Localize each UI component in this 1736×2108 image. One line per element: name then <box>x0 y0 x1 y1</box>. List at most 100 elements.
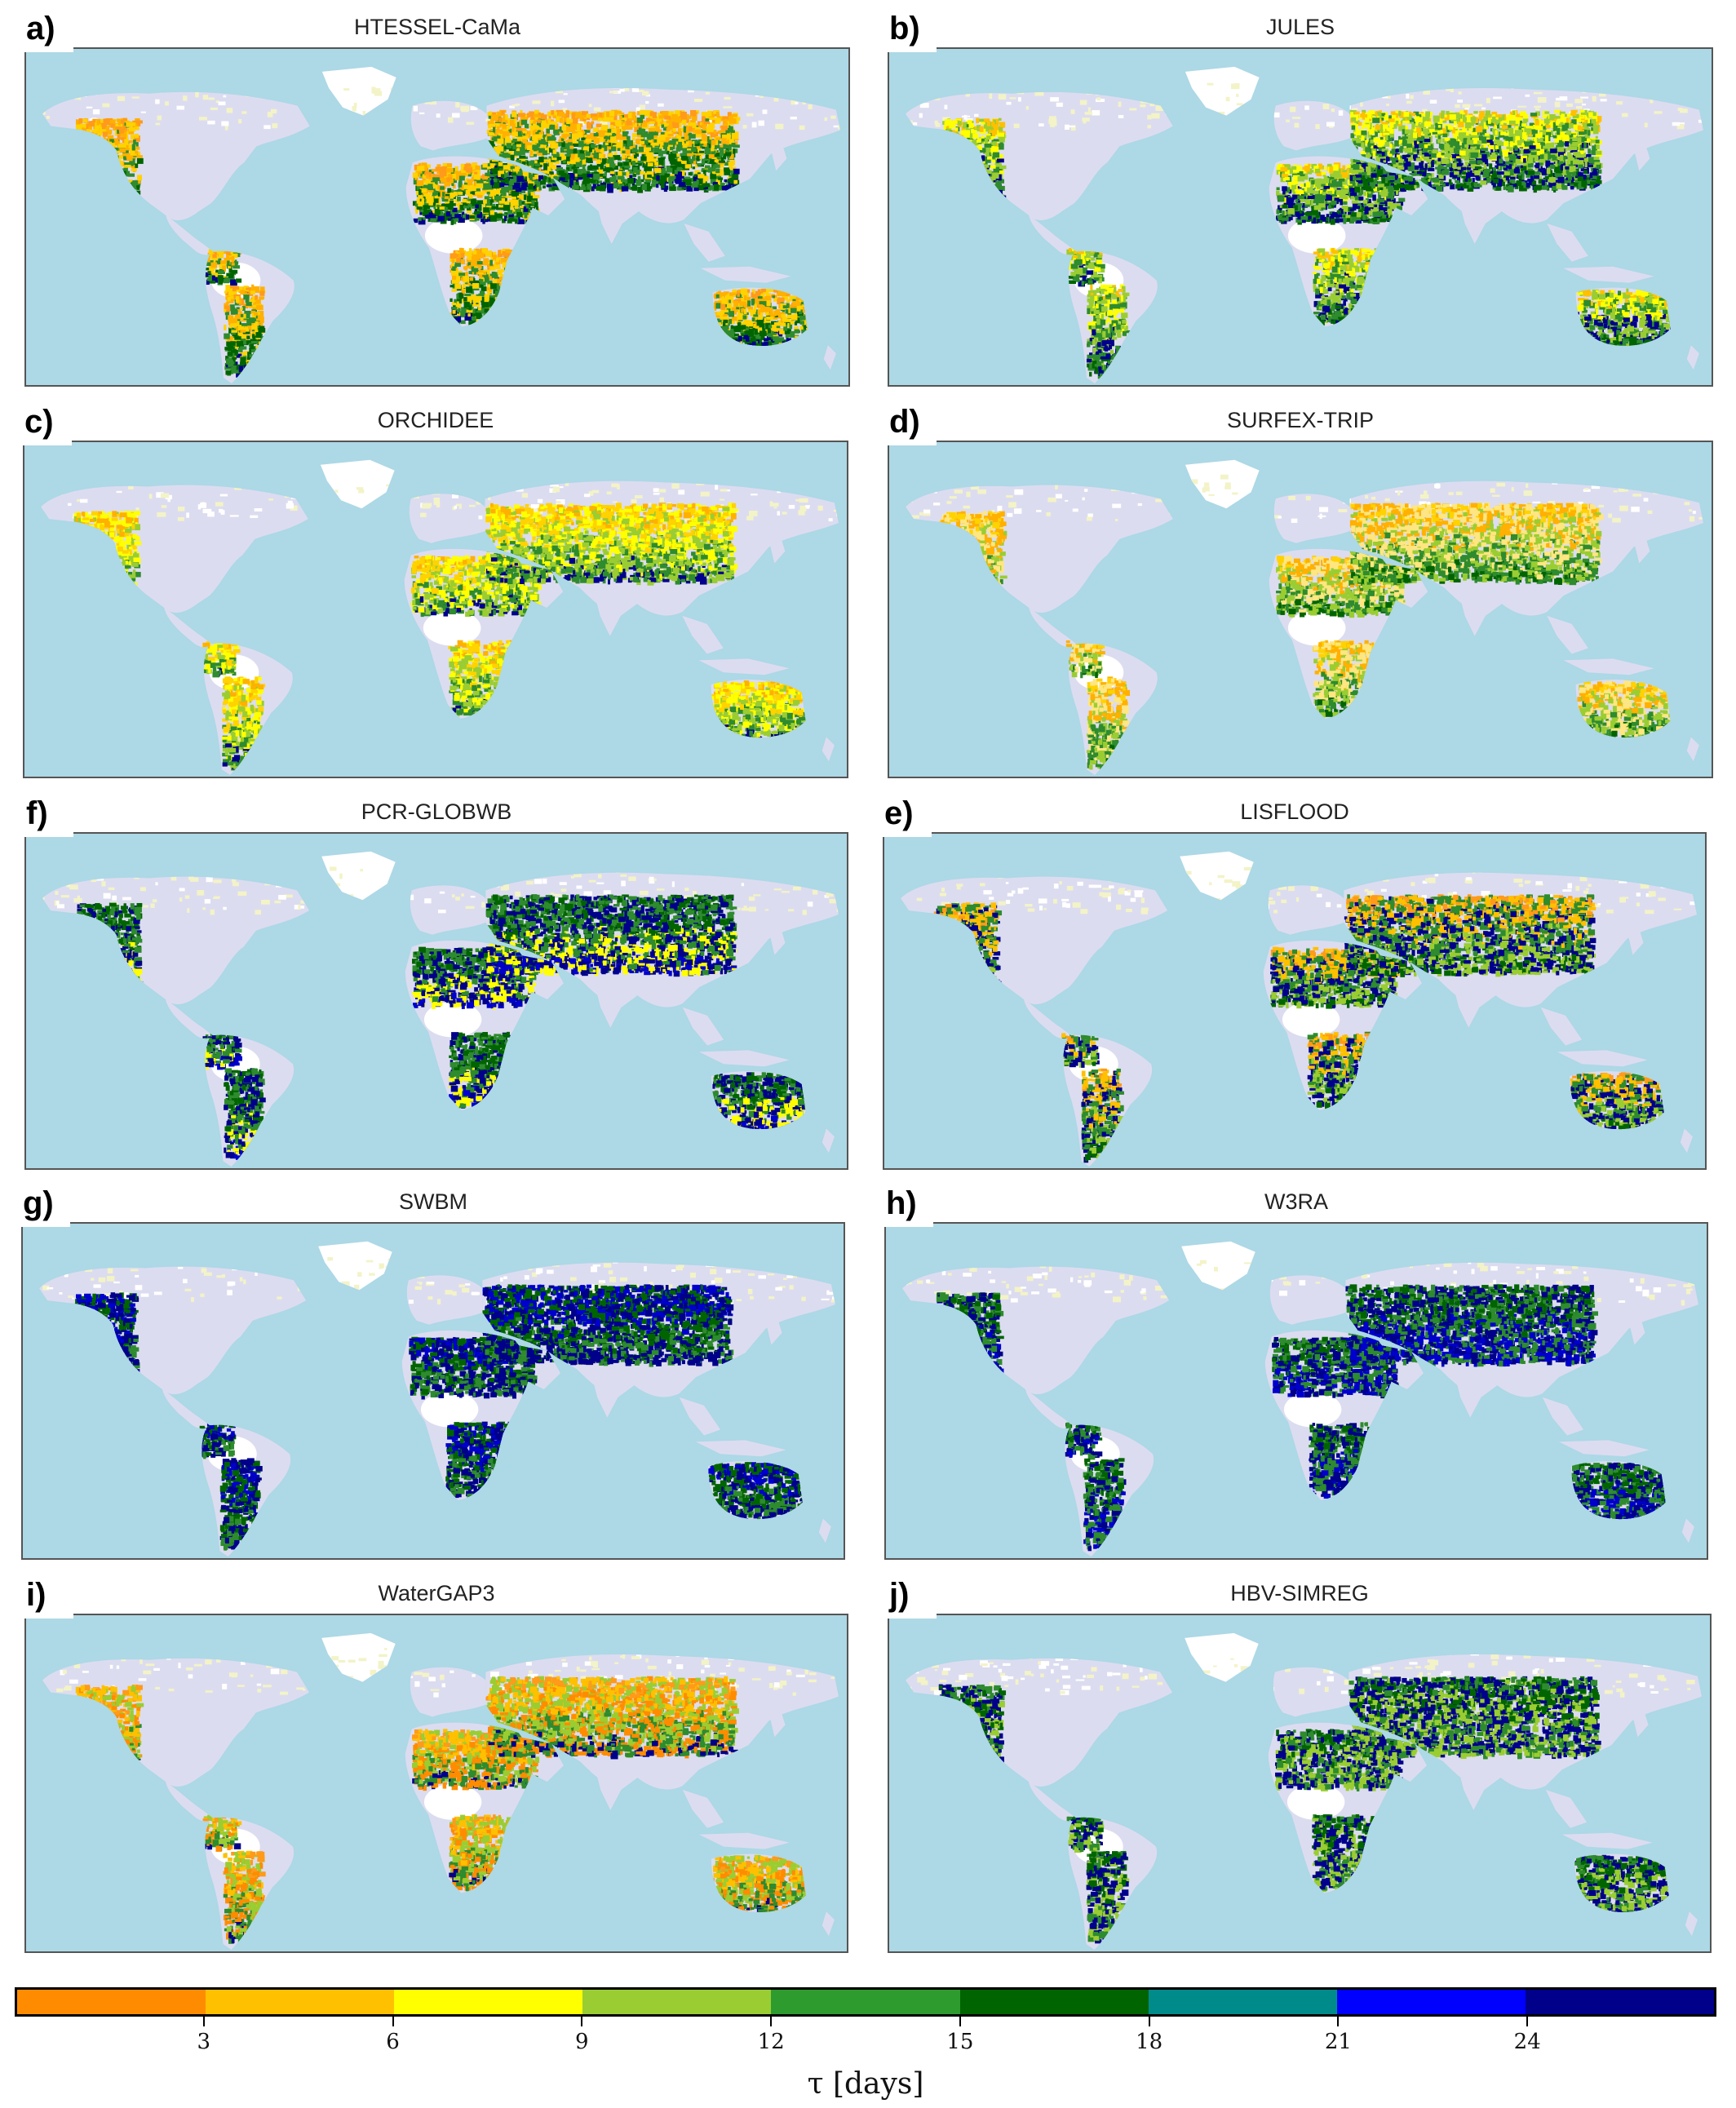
landmass-seAsia <box>682 1007 724 1046</box>
landmass-japan <box>768 532 786 564</box>
world-map <box>26 834 847 1168</box>
landmass-greenland <box>1185 459 1260 509</box>
landmass-japan <box>770 140 787 171</box>
landmass-japan <box>1632 1706 1649 1738</box>
landmass-centralAmerica <box>162 1389 210 1429</box>
landmass-india <box>591 583 629 636</box>
colorbar-tick-label: 24 <box>1503 2030 1552 2054</box>
landmass-india <box>592 975 630 1028</box>
tau-field <box>52 475 839 772</box>
landmass-europe <box>1273 100 1350 151</box>
panel-letter: i) <box>16 1571 73 1619</box>
colorbar-tick <box>392 2017 394 2026</box>
map-frame <box>21 1222 845 1560</box>
colorbar-tick-label: 3 <box>179 2030 228 2054</box>
landmass-newZealand <box>1686 737 1699 762</box>
panel-letter: c) <box>15 398 72 445</box>
landmass-greenland <box>321 66 396 116</box>
landmass-japan <box>768 1706 786 1738</box>
colorbar-bin <box>771 1990 960 2014</box>
landmass-greenland <box>320 459 395 509</box>
colorbar-bin <box>959 1990 1149 2014</box>
panel-title: LISFLOOD <box>883 798 1707 826</box>
world-map <box>26 49 848 385</box>
landmass-indonesia <box>1561 1832 1653 1849</box>
landmass-seAsia <box>679 1397 721 1436</box>
landmass-newZealand <box>1681 1518 1694 1543</box>
landmass-seAsia <box>682 1789 724 1828</box>
landmass-europe <box>1273 494 1350 543</box>
colorbar-bin <box>17 1990 206 2014</box>
landmass-india <box>589 1365 627 1418</box>
landmass-indonesia <box>1557 1050 1648 1067</box>
landmass-seAsia <box>1547 223 1588 262</box>
world-map <box>23 1224 844 1558</box>
map-panel-e: e) LISFLOOD <box>875 790 1707 1170</box>
landmass-indonesia <box>1563 658 1654 675</box>
colorbar-tick-label: 12 <box>746 2030 795 2054</box>
map-panel-b: b) JULES <box>879 5 1713 387</box>
landmass-indonesia <box>1558 1440 1650 1457</box>
landmass-seAsia <box>682 615 724 654</box>
landmass-india <box>1450 975 1488 1028</box>
landmass-japan <box>1633 532 1650 564</box>
landmass-greenland <box>1185 1632 1259 1682</box>
colorbar-tick <box>1148 2017 1150 2026</box>
map-panel-a: a) HTESSEL-CaMa <box>16 5 850 387</box>
panel-title: JULES <box>888 13 1713 41</box>
colorbar-bin <box>1336 1990 1526 2014</box>
panel-letter: e) <box>875 790 932 837</box>
map-frame <box>888 441 1713 778</box>
landmass-newZealand <box>1685 1911 1698 1937</box>
colorbar-tick-label: 9 <box>557 2030 606 2054</box>
landmass-newZealand <box>822 737 835 762</box>
landmass-seAsia <box>1547 615 1588 654</box>
colorbar-bin <box>394 1990 583 2014</box>
landmass-indonesia <box>698 658 790 675</box>
landmass-greenland <box>1180 851 1254 901</box>
map-frame <box>884 1222 1708 1560</box>
landmass-centralAmerica <box>1025 1389 1074 1429</box>
landmass-newZealand <box>1680 1128 1693 1154</box>
panel-title: SWBM <box>21 1188 845 1216</box>
colorbar-tick <box>1526 2017 1529 2026</box>
landmass-centralAmerica <box>166 215 214 255</box>
world-map <box>889 442 1712 777</box>
landmass-indonesia <box>700 266 791 283</box>
map-frame <box>883 832 1707 1170</box>
colorbar-bin <box>1148 1990 1337 2014</box>
landmass-seAsia <box>1545 1789 1588 1828</box>
world-map <box>886 1224 1707 1558</box>
map-panel-g: g) SWBM <box>13 1180 845 1560</box>
colorbar-tick-label: 15 <box>936 2030 985 2054</box>
panel-letter: f) <box>16 790 73 837</box>
landmass-japan <box>768 923 786 955</box>
colorbar-tick-label: 21 <box>1313 2030 1362 2054</box>
colorbar-tick <box>770 2017 773 2026</box>
landmass-europe <box>406 1275 483 1325</box>
world-map <box>26 1615 847 1951</box>
colorbar-tick <box>581 2017 583 2026</box>
landmass-india <box>1452 1365 1490 1418</box>
panel-title: PCR-GLOBWB <box>24 798 848 826</box>
panel-title: HBV-SIMREG <box>888 1579 1712 1607</box>
landmass-india <box>1455 1757 1493 1810</box>
landmass-seAsia <box>1540 1007 1583 1046</box>
landmass-indonesia <box>698 1832 790 1849</box>
panel-title: WaterGAP3 <box>24 1579 848 1607</box>
landmass-newZealand <box>823 345 836 370</box>
panel-letter: a) <box>16 5 73 52</box>
landmass-greenland <box>321 1632 396 1682</box>
map-frame <box>24 832 848 1170</box>
colorbar-label: τ [days] <box>15 2067 1716 2101</box>
panel-letter: g) <box>13 1180 70 1227</box>
landmass-centralAmerica <box>1029 1782 1077 1822</box>
map-panel-f: f) PCR-GLOBWB <box>16 790 848 1170</box>
landmass-indonesia <box>1563 266 1654 283</box>
landmass-newZealand <box>818 1518 831 1543</box>
landmass-centralAmerica <box>1029 215 1077 255</box>
landmass-greenland <box>318 1241 392 1291</box>
tau-field <box>901 866 1697 1163</box>
landmass-japan <box>765 1313 782 1345</box>
landmass-europe <box>1268 885 1344 935</box>
